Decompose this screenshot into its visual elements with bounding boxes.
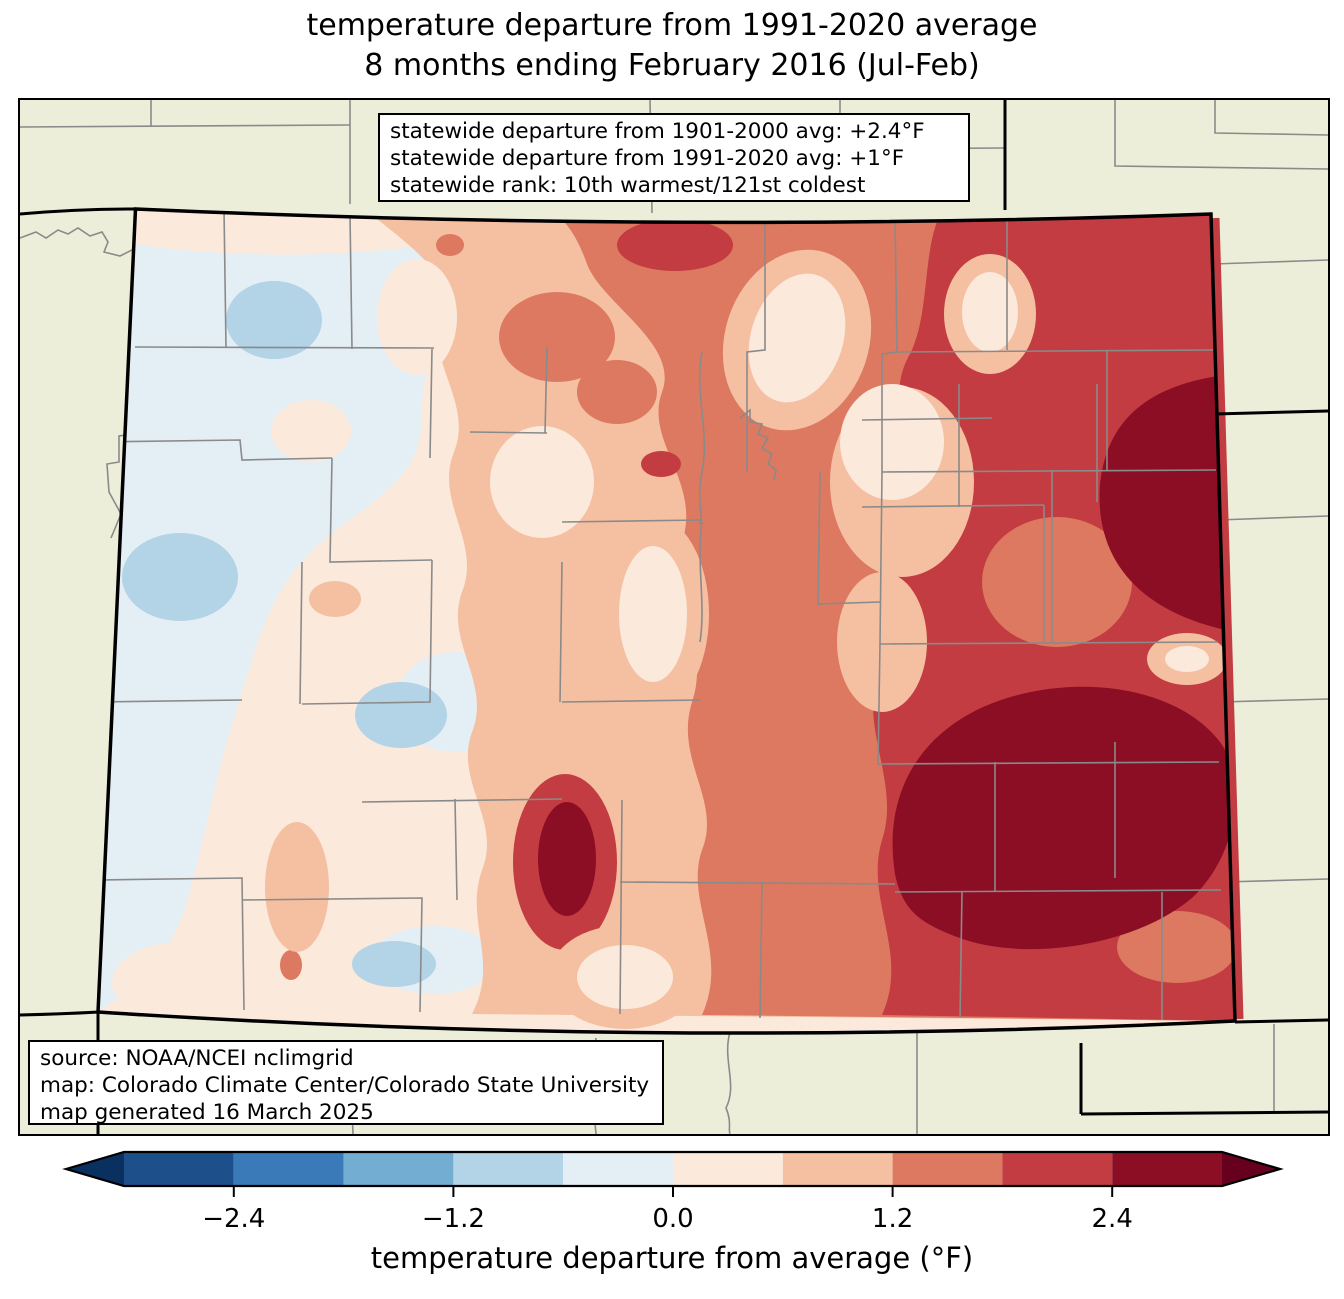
stats-line-1991-2020: statewide departure from 1991-2020 avg: …	[390, 146, 905, 171]
colorbar-segment-5	[673, 1152, 783, 1186]
stats-line-rank: statewide rank: 10th warmest/121st colde…	[390, 173, 866, 198]
colorbar-segment-6	[782, 1152, 893, 1186]
contour-maroon-blobs	[538, 374, 1235, 950]
colorbar-tick-label-1: −1.2	[422, 1204, 485, 1234]
colorbar-under-arrow	[66, 1152, 124, 1186]
contour-salmon-islands	[280, 517, 1235, 983]
colorbar-segment-2	[343, 1152, 454, 1186]
colorbar-segment-1	[233, 1152, 344, 1186]
page-title-line1: temperature departure from 1991-2020 ave…	[306, 8, 1038, 43]
colorbar-tick-label-4: 2.4	[1092, 1204, 1133, 1234]
map-credit-line: map: Colorado Climate Center/Colorado St…	[40, 1073, 650, 1098]
colorbar-segment-0	[124, 1152, 234, 1186]
colorbar-over-arrow	[1222, 1152, 1280, 1186]
colorbar-tick-label-0: −2.4	[202, 1204, 265, 1234]
colorbar-axis-label: temperature departure from average (°F)	[371, 1241, 973, 1275]
state-contour-fills	[98, 209, 1235, 1034]
colorbar-segment-4	[563, 1152, 673, 1186]
stats-line-1901-2000: statewide departure from 1901-2000 avg: …	[390, 119, 925, 144]
page-title-line2: 8 months ending February 2016 (Jul-Feb)	[364, 48, 980, 83]
map-axes-frame	[18, 98, 1330, 1136]
colorbar-ticks	[232, 1186, 1114, 1197]
colorbar-segment-9	[1112, 1152, 1222, 1186]
colorbar-segments	[66, 1152, 1280, 1186]
colorado-departure-map	[20, 100, 1328, 1134]
colorbar-segment-8	[1002, 1152, 1113, 1186]
colorado-state-border	[96, 207, 1237, 1035]
source-line: source: NOAA/NCEI nclimgrid	[40, 1046, 354, 1071]
east-border-fill-sliver	[1212, 217, 1244, 1020]
statewide-stats-box: statewide departure from 1901-2000 avg: …	[378, 113, 970, 202]
colorbar-tick-label-3: 1.2	[872, 1204, 913, 1234]
county-lines	[98, 209, 1222, 1020]
source-attribution-box: source: NOAA/NCEI nclimgrid map: Colorad…	[28, 1040, 664, 1125]
colorbar-outline	[62, 1150, 1284, 1188]
colorbar: −2.4 −1.2 0.0 1.2 2.4 temperature depart…	[62, 1150, 1284, 1275]
colorbar-tick-label-2: 0.0	[652, 1204, 693, 1234]
colorbar-segment-7	[892, 1152, 1003, 1186]
generated-date-line: map generated 16 March 2025	[40, 1100, 374, 1125]
contour-light-blue	[122, 281, 447, 987]
colorbar-segment-3	[453, 1152, 564, 1186]
